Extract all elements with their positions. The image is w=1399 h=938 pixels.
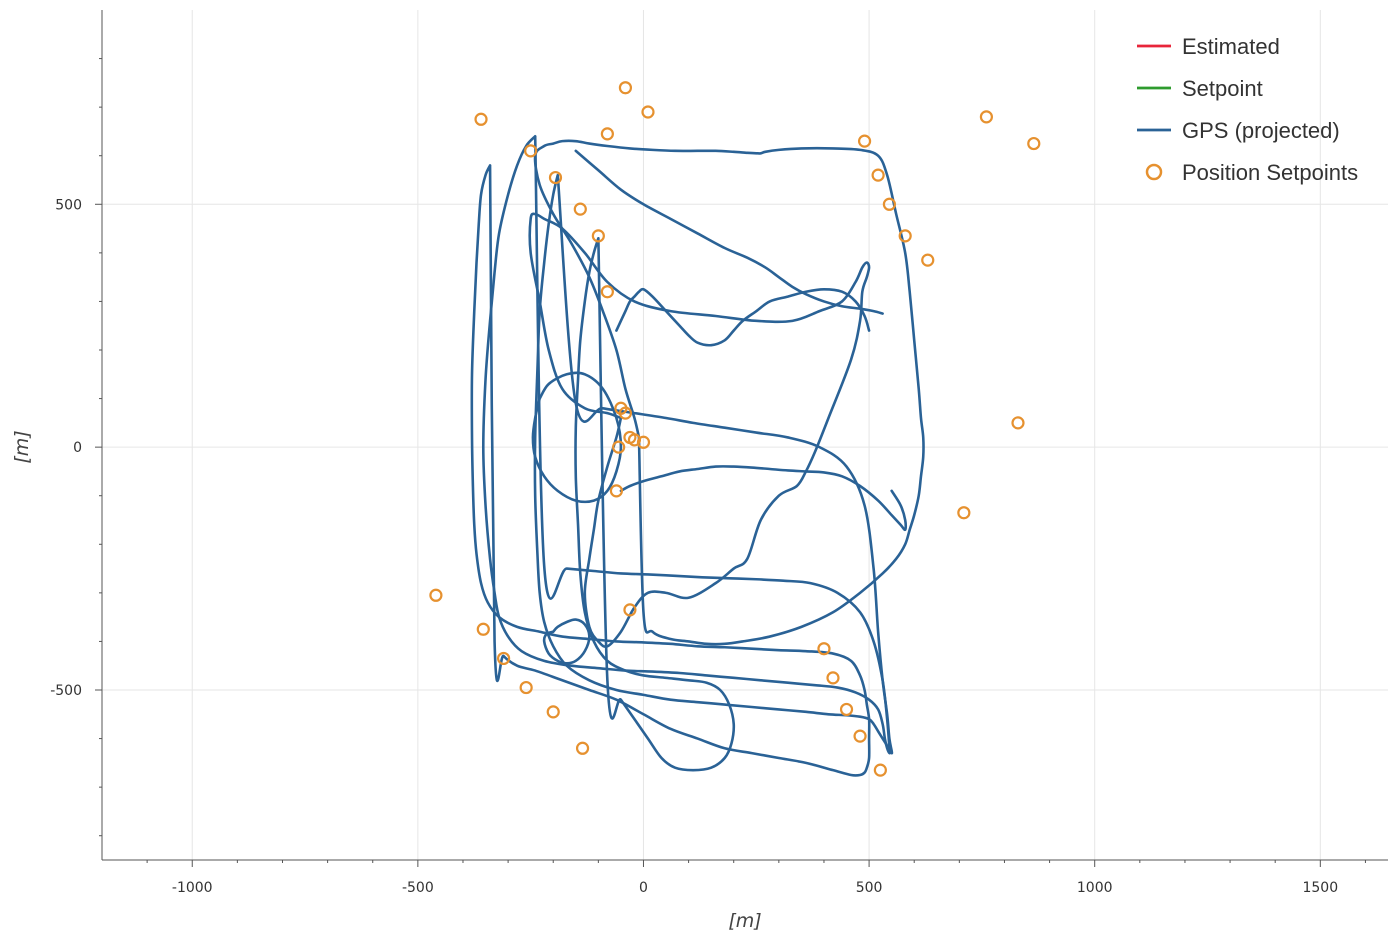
position-setpoint-29	[546, 705, 560, 719]
y-axis-label: [m]	[11, 430, 33, 463]
position-setpoint-36	[873, 763, 887, 777]
gps-track	[470, 134, 925, 777]
legend[interactable]: Estimated Setpoint GPS (projected) Position…	[1137, 34, 1358, 185]
x-tick-label-5: 1500	[1302, 880, 1338, 896]
position-setpoint-33	[826, 671, 840, 685]
position-setpoint-34	[839, 702, 854, 717]
position-setpoint-0	[618, 81, 633, 95]
x-tick-label-4: 1000	[1077, 880, 1113, 896]
x-tick-label-2: 0	[639, 880, 648, 896]
gps-track-segment-0	[528, 212, 871, 648]
position-setpoint-7	[591, 229, 605, 243]
gps-track-segment-1	[533, 139, 925, 646]
legend-item-1[interactable]: Setpoint	[1137, 76, 1263, 101]
position-setpoint-9	[857, 134, 872, 148]
x-axis-label: [m]	[728, 910, 761, 932]
gps-track-segment-5	[574, 236, 736, 772]
position-setpoint-14	[979, 110, 994, 124]
position-setpoint-5	[548, 170, 563, 185]
position-setpoint-35	[853, 729, 867, 743]
position-setpoint-12	[898, 229, 912, 243]
legend-marker-3	[1145, 163, 1163, 181]
x-tick-label-3: 500	[856, 880, 883, 896]
position-setpoint-6	[573, 202, 587, 216]
x-tick-labels: -1000 -500 0 500 1000 1500	[172, 880, 1338, 896]
gps-track-segment-10	[619, 465, 908, 532]
gps-track-segment-7	[542, 618, 591, 665]
y-tick-label-0: -500	[50, 683, 82, 699]
position-setpoint-10	[871, 168, 885, 182]
gps-track-segment-4	[533, 173, 894, 755]
axes	[95, 10, 1388, 867]
position-setpoint-20	[636, 435, 651, 449]
position-setpoint-26	[476, 622, 490, 636]
position-setpoint-25	[429, 588, 443, 602]
position-setpoints	[429, 81, 1041, 777]
position-setpoint-8	[600, 285, 614, 299]
position-setpoint-24	[957, 506, 971, 520]
position-setpoint-22	[609, 484, 624, 498]
position-setpoint-19	[627, 433, 642, 447]
position-setpoint-13	[921, 253, 935, 267]
position-setpoint-32	[817, 642, 831, 656]
position-setpoint-21	[612, 440, 626, 454]
position-setpoint-17	[618, 406, 633, 420]
gps-track-segment-8	[574, 149, 884, 315]
legend-item-0[interactable]: Estimated	[1137, 34, 1280, 59]
position-setpoint-11	[882, 197, 896, 211]
position-setpoint-23	[1011, 416, 1025, 430]
grid-lines	[102, 10, 1388, 860]
y-tick-label-2: 500	[55, 197, 82, 213]
position-setpoint-31	[623, 603, 637, 617]
x-tick-label-0: -1000	[172, 880, 213, 896]
legend-label-0: Estimated	[1182, 34, 1280, 59]
y-tick-labels: -500 0 500	[50, 197, 82, 699]
position-setpoint-15	[1027, 136, 1041, 151]
gps-track-segment-6	[531, 371, 623, 504]
x-tick-label-1: -500	[402, 880, 434, 896]
position-setpoint-2	[474, 112, 488, 126]
y-tick-label-1: 0	[73, 440, 82, 456]
legend-label-2: GPS (projected)	[1182, 118, 1340, 143]
legend-label-3: Position Setpoints	[1182, 160, 1358, 185]
position-setpoint-27	[496, 651, 511, 666]
position-setpoint-4	[524, 144, 538, 158]
position-setpoint-28	[519, 680, 533, 695]
legend-item-2[interactable]: GPS (projected)	[1137, 118, 1340, 143]
legend-item-3[interactable]: Position Setpoints	[1145, 160, 1358, 185]
gps-track-segment-9	[615, 287, 871, 347]
position-setpoint-3	[600, 127, 614, 141]
gps-track-segment-3	[481, 134, 891, 755]
position-setpoint-30	[575, 741, 590, 755]
legend-label-1: Setpoint	[1182, 76, 1263, 101]
position-setpoint-1	[641, 105, 655, 119]
